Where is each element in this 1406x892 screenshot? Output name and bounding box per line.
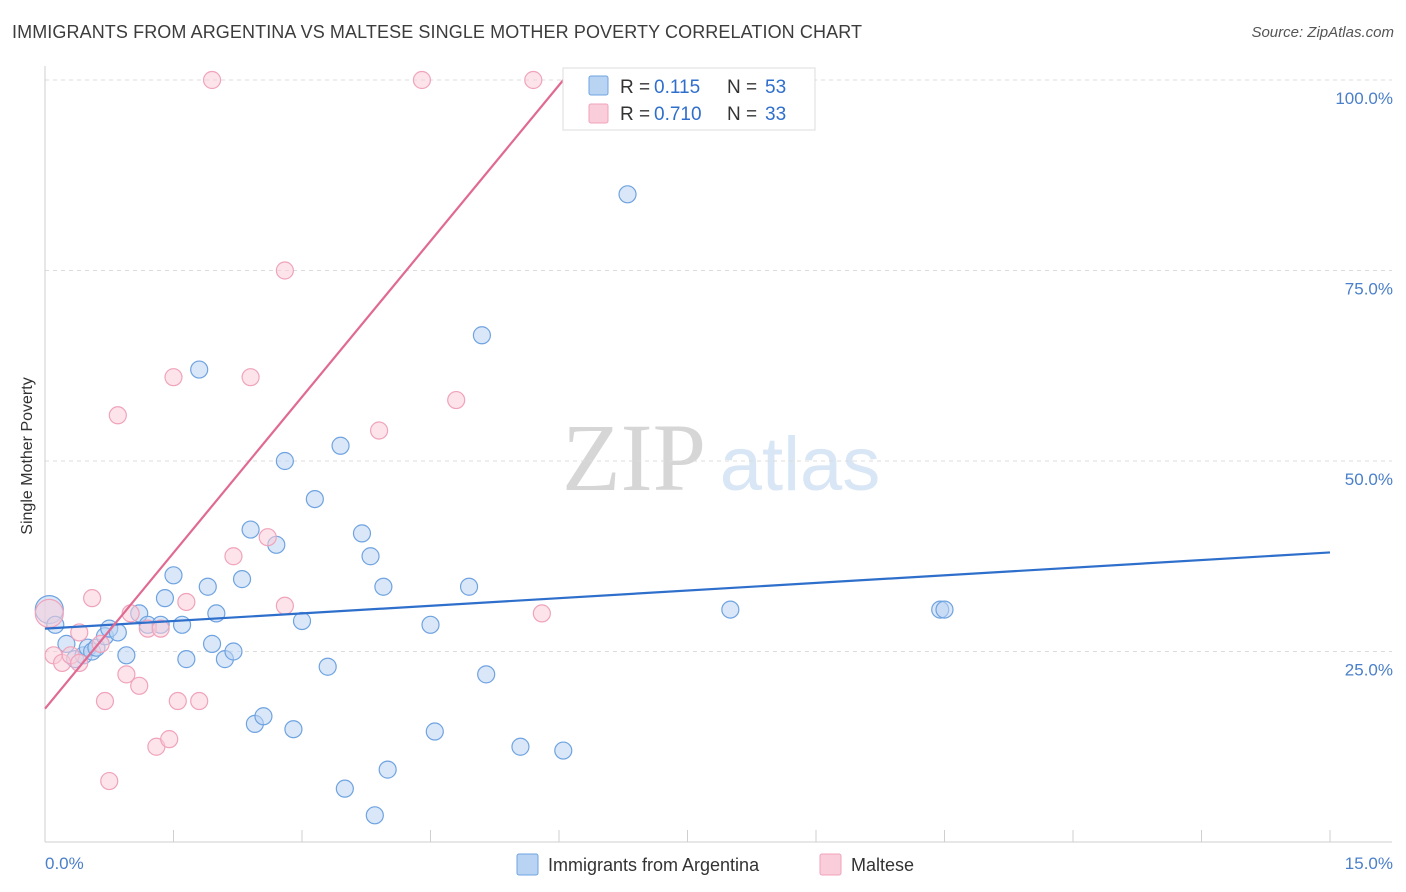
maltese-point: [100, 771, 119, 791]
chart-source: Source: ZipAtlas.com: [1251, 24, 1394, 41]
x-tick-label-1: 15.0%: [1345, 854, 1393, 873]
argentina-point: [361, 547, 380, 566]
legend-n-label-0: N =: [727, 77, 757, 98]
maltese-point: [168, 691, 187, 711]
argentina-point: [335, 779, 354, 798]
argentina-point: [318, 657, 337, 676]
x-tick-label-0: 0.0%: [45, 854, 84, 873]
maltese-point: [117, 665, 136, 684]
maltese-point: [70, 623, 89, 642]
argentina-trend-line: [44, 551, 1331, 630]
argentina-point: [172, 615, 192, 634]
argentina-point: [425, 722, 444, 741]
maltese-point: [70, 653, 89, 673]
bottom-legend-label-argentina: Immigrants from Argentina: [548, 855, 760, 875]
argentina-point: [352, 524, 372, 543]
maltese-point: [202, 70, 222, 90]
chart-title: IMMIGRANTS FROM ARGENTINA VS MALTESE SIN…: [12, 22, 863, 42]
argentina-point: [378, 760, 397, 779]
argentina-point: [254, 707, 273, 726]
series-maltese: [34, 70, 551, 791]
legend-n-value-0: 53: [765, 77, 786, 98]
argentina-point: [190, 360, 209, 379]
y-tick-label-2: 75.0%: [1345, 280, 1393, 299]
maltese-point: [130, 676, 149, 695]
maltese-point: [524, 70, 543, 90]
series-legend: Immigrants from Argentina Maltese: [516, 853, 914, 876]
x-tick-labels: 0.0% 15.0%: [45, 854, 1393, 873]
series-immigrants-from-argentina: [34, 185, 954, 825]
maltese-point: [160, 730, 179, 749]
bottom-legend-swatch-argentina: [516, 853, 539, 876]
correlation-legend: R = 0.115 N = 53 R = 0.710 N = 33: [562, 67, 816, 131]
svg-text:atlas: atlas: [720, 422, 881, 507]
legend-swatch-maltese: [588, 103, 609, 124]
argentina-point: [232, 570, 252, 589]
legend-r-label-0: R =: [620, 77, 650, 98]
maltese-point: [275, 261, 294, 280]
argentina-point: [421, 615, 440, 634]
argentina-point: [275, 451, 294, 471]
gridlines: [45, 79, 1392, 652]
maltese-point: [34, 598, 64, 629]
argentina-point: [305, 490, 324, 509]
argentina-point: [117, 646, 136, 665]
maltese-point: [190, 691, 209, 711]
y-tick-label-1: 50.0%: [1345, 470, 1393, 489]
legend-r-value-0: 0.115: [654, 77, 700, 98]
argentina-point: [198, 577, 217, 596]
y-tick-labels: 25.0% 50.0% 75.0% 100.0%: [1335, 89, 1393, 680]
bottom-legend-swatch-maltese: [819, 853, 842, 876]
maltese-point: [95, 691, 115, 711]
argentina-point: [477, 665, 496, 684]
maltese-point: [370, 421, 389, 440]
maltese-point: [151, 619, 170, 638]
maltese-point: [224, 547, 243, 566]
watermark: ZIP atlas: [562, 404, 880, 511]
argentina-point: [935, 600, 954, 619]
argentina-point: [155, 589, 175, 608]
trend-lines: [44, 79, 1331, 710]
maltese-point: [177, 592, 196, 612]
argentina-point: [284, 720, 303, 739]
legend-swatch-argentina: [588, 75, 609, 96]
legend-r-value-1: 0.710: [654, 104, 702, 125]
argentina-point: [365, 806, 384, 825]
legend-r-label-1: R =: [620, 104, 650, 125]
maltese-point: [275, 596, 294, 615]
maltese-point: [164, 368, 183, 387]
x-ticks: [44, 830, 1331, 842]
maltese-point: [447, 390, 466, 410]
argentina-point: [459, 577, 479, 596]
argentina-point: [164, 566, 183, 585]
argentina-point: [472, 326, 491, 345]
argentina-point: [331, 436, 350, 455]
legend-n-label-1: N =: [727, 104, 757, 125]
svg-text:ZIP: ZIP: [562, 404, 706, 511]
maltese-point: [258, 528, 277, 547]
argentina-point: [554, 741, 573, 760]
maltese-point: [412, 70, 432, 90]
maltese-point: [241, 368, 260, 387]
argentina-point: [374, 577, 393, 596]
maltese-trend-line: [44, 79, 565, 710]
axes: [44, 66, 1392, 843]
maltese-point: [83, 589, 102, 608]
argentina-point: [511, 737, 530, 756]
maltese-point: [91, 634, 110, 653]
argentina-point: [292, 611, 312, 631]
y-tick-label-0: 25.0%: [1345, 661, 1393, 680]
legend-n-value-1: 33: [765, 104, 786, 125]
y-tick-label-3: 100.0%: [1335, 89, 1393, 108]
argentina-point: [224, 642, 243, 661]
argentina-point: [618, 185, 637, 204]
argentina-point: [202, 634, 222, 653]
maltese-point: [108, 406, 127, 425]
argentina-point: [721, 600, 740, 619]
argentina-point: [241, 520, 260, 539]
bottom-legend-label-maltese: Maltese: [851, 855, 914, 875]
maltese-point: [532, 604, 551, 623]
argentina-point: [177, 650, 196, 669]
